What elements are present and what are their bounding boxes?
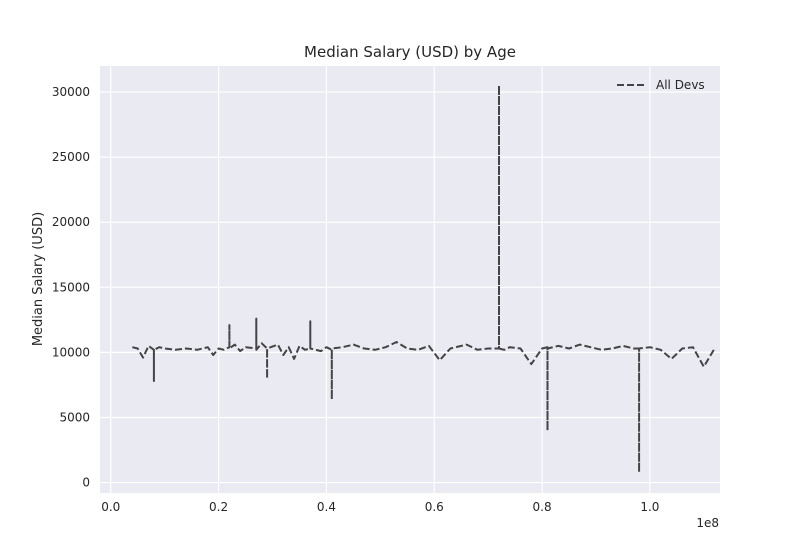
y-tick-label: 5000 — [59, 410, 90, 424]
plot-background — [100, 66, 720, 493]
y-tick-label: 15000 — [52, 280, 90, 294]
tick-labels: 0.0 0.2 0.4 0.6 0.8 1.0 0 5000 10000 15000 20000 25… — [52, 85, 660, 514]
x-tick-label: 1.0 — [640, 500, 659, 514]
x-tick-label: 0.4 — [317, 500, 336, 514]
series-line-all-devs — [132, 84, 716, 474]
x-tick-label: 0.8 — [533, 500, 552, 514]
y-tick-label: 30000 — [52, 85, 90, 99]
chart-title: Median Salary (USD) by Age — [304, 43, 516, 61]
y-tick-label: 0 — [82, 476, 90, 490]
x-tick-label: 0.0 — [101, 500, 120, 514]
x-tick-label: 0.2 — [209, 500, 228, 514]
legend: All Devs — [617, 78, 705, 92]
y-tick-label: 10000 — [52, 345, 90, 359]
legend-label: All Devs — [656, 78, 705, 92]
grid-lines — [100, 66, 720, 493]
series-lines — [132, 84, 716, 474]
y-tick-label: 20000 — [52, 215, 90, 229]
x-axis-offset-label: 1e8 — [696, 516, 719, 530]
x-tick-label: 0.6 — [425, 500, 444, 514]
y-tick-label: 25000 — [52, 150, 90, 164]
y-axis-label: Median Salary (USD) — [31, 212, 46, 346]
